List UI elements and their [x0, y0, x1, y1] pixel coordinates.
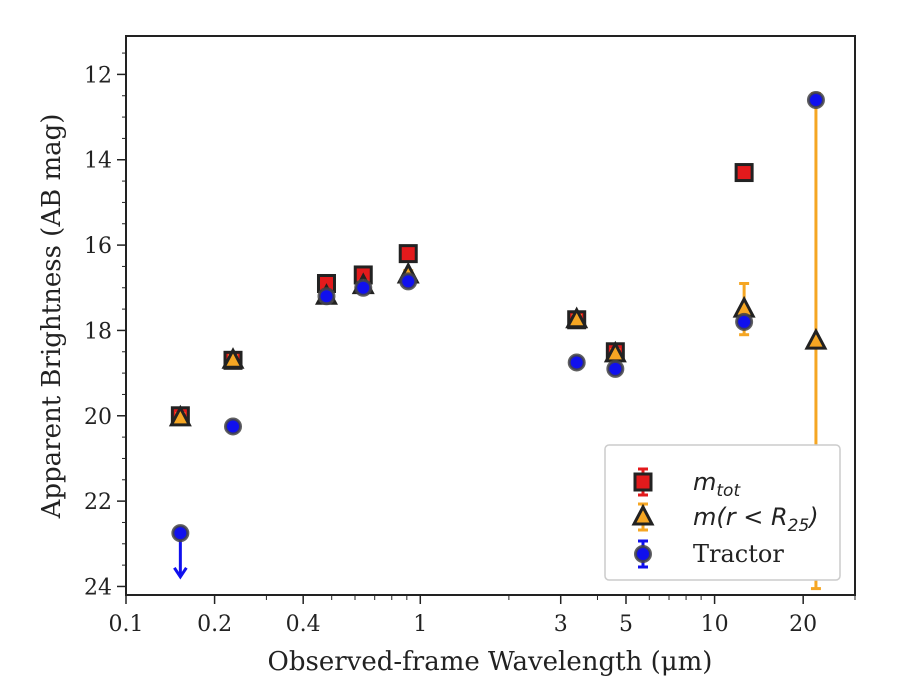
plot-frame	[125, 35, 856, 596]
y-tick-label: 20	[84, 405, 112, 430]
legend-label-tractor: Tractor	[693, 540, 784, 568]
y-axis-label: Apparent Brightness (AB mag)	[37, 114, 67, 520]
data-point	[168, 404, 192, 427]
x-tick-label: 5	[619, 612, 633, 637]
y-tick-label: 14	[84, 149, 112, 174]
x-axis-label: Observed-frame Wavelength (μm)	[268, 647, 713, 677]
legend-marker	[633, 472, 653, 492]
x-tick-label: 10	[701, 612, 729, 637]
data-point	[734, 163, 754, 183]
data-point	[317, 287, 336, 306]
x-tick-label: 3	[554, 612, 568, 637]
x-tick-label: 20	[789, 612, 817, 637]
x-tick-label: 1	[413, 612, 427, 637]
y-tick-label: 12	[84, 63, 112, 88]
y-tick-label: 18	[84, 319, 112, 344]
data-point	[224, 417, 243, 436]
legend-marker	[631, 503, 655, 526]
y-tick-label: 22	[84, 490, 112, 515]
y-tick-label: 16	[84, 234, 112, 259]
data-point	[565, 306, 589, 329]
upper-limit-arrowhead	[173, 566, 188, 580]
data-points	[168, 91, 828, 591]
series-tractor	[171, 91, 825, 580]
y-axis: 12 14 16 18 20 22 24	[84, 52, 126, 600]
data-point	[354, 278, 373, 297]
legend-label-mr25: m(r < R25)	[693, 503, 819, 536]
legend-label-mtot: mtot	[693, 468, 741, 501]
data-point	[735, 312, 754, 331]
data-point	[567, 353, 586, 372]
data-point	[606, 359, 625, 378]
y-tick-label: 24	[84, 575, 112, 600]
x-tick-label: 0.4	[286, 612, 321, 637]
series-mtot	[170, 163, 754, 426]
x-axis: 0.1 0.2 0.4 1 3 5 10 20	[109, 595, 856, 637]
legend-box	[604, 444, 841, 581]
x-tick-label: 0.2	[197, 612, 232, 637]
data-point	[806, 91, 825, 110]
data-point	[221, 347, 245, 369]
data-point	[399, 272, 418, 291]
x-tick-label: 0.1	[109, 612, 144, 637]
data-point	[804, 327, 828, 350]
data-point	[171, 524, 190, 543]
data-point	[398, 244, 418, 264]
legend-marker	[634, 545, 652, 563]
